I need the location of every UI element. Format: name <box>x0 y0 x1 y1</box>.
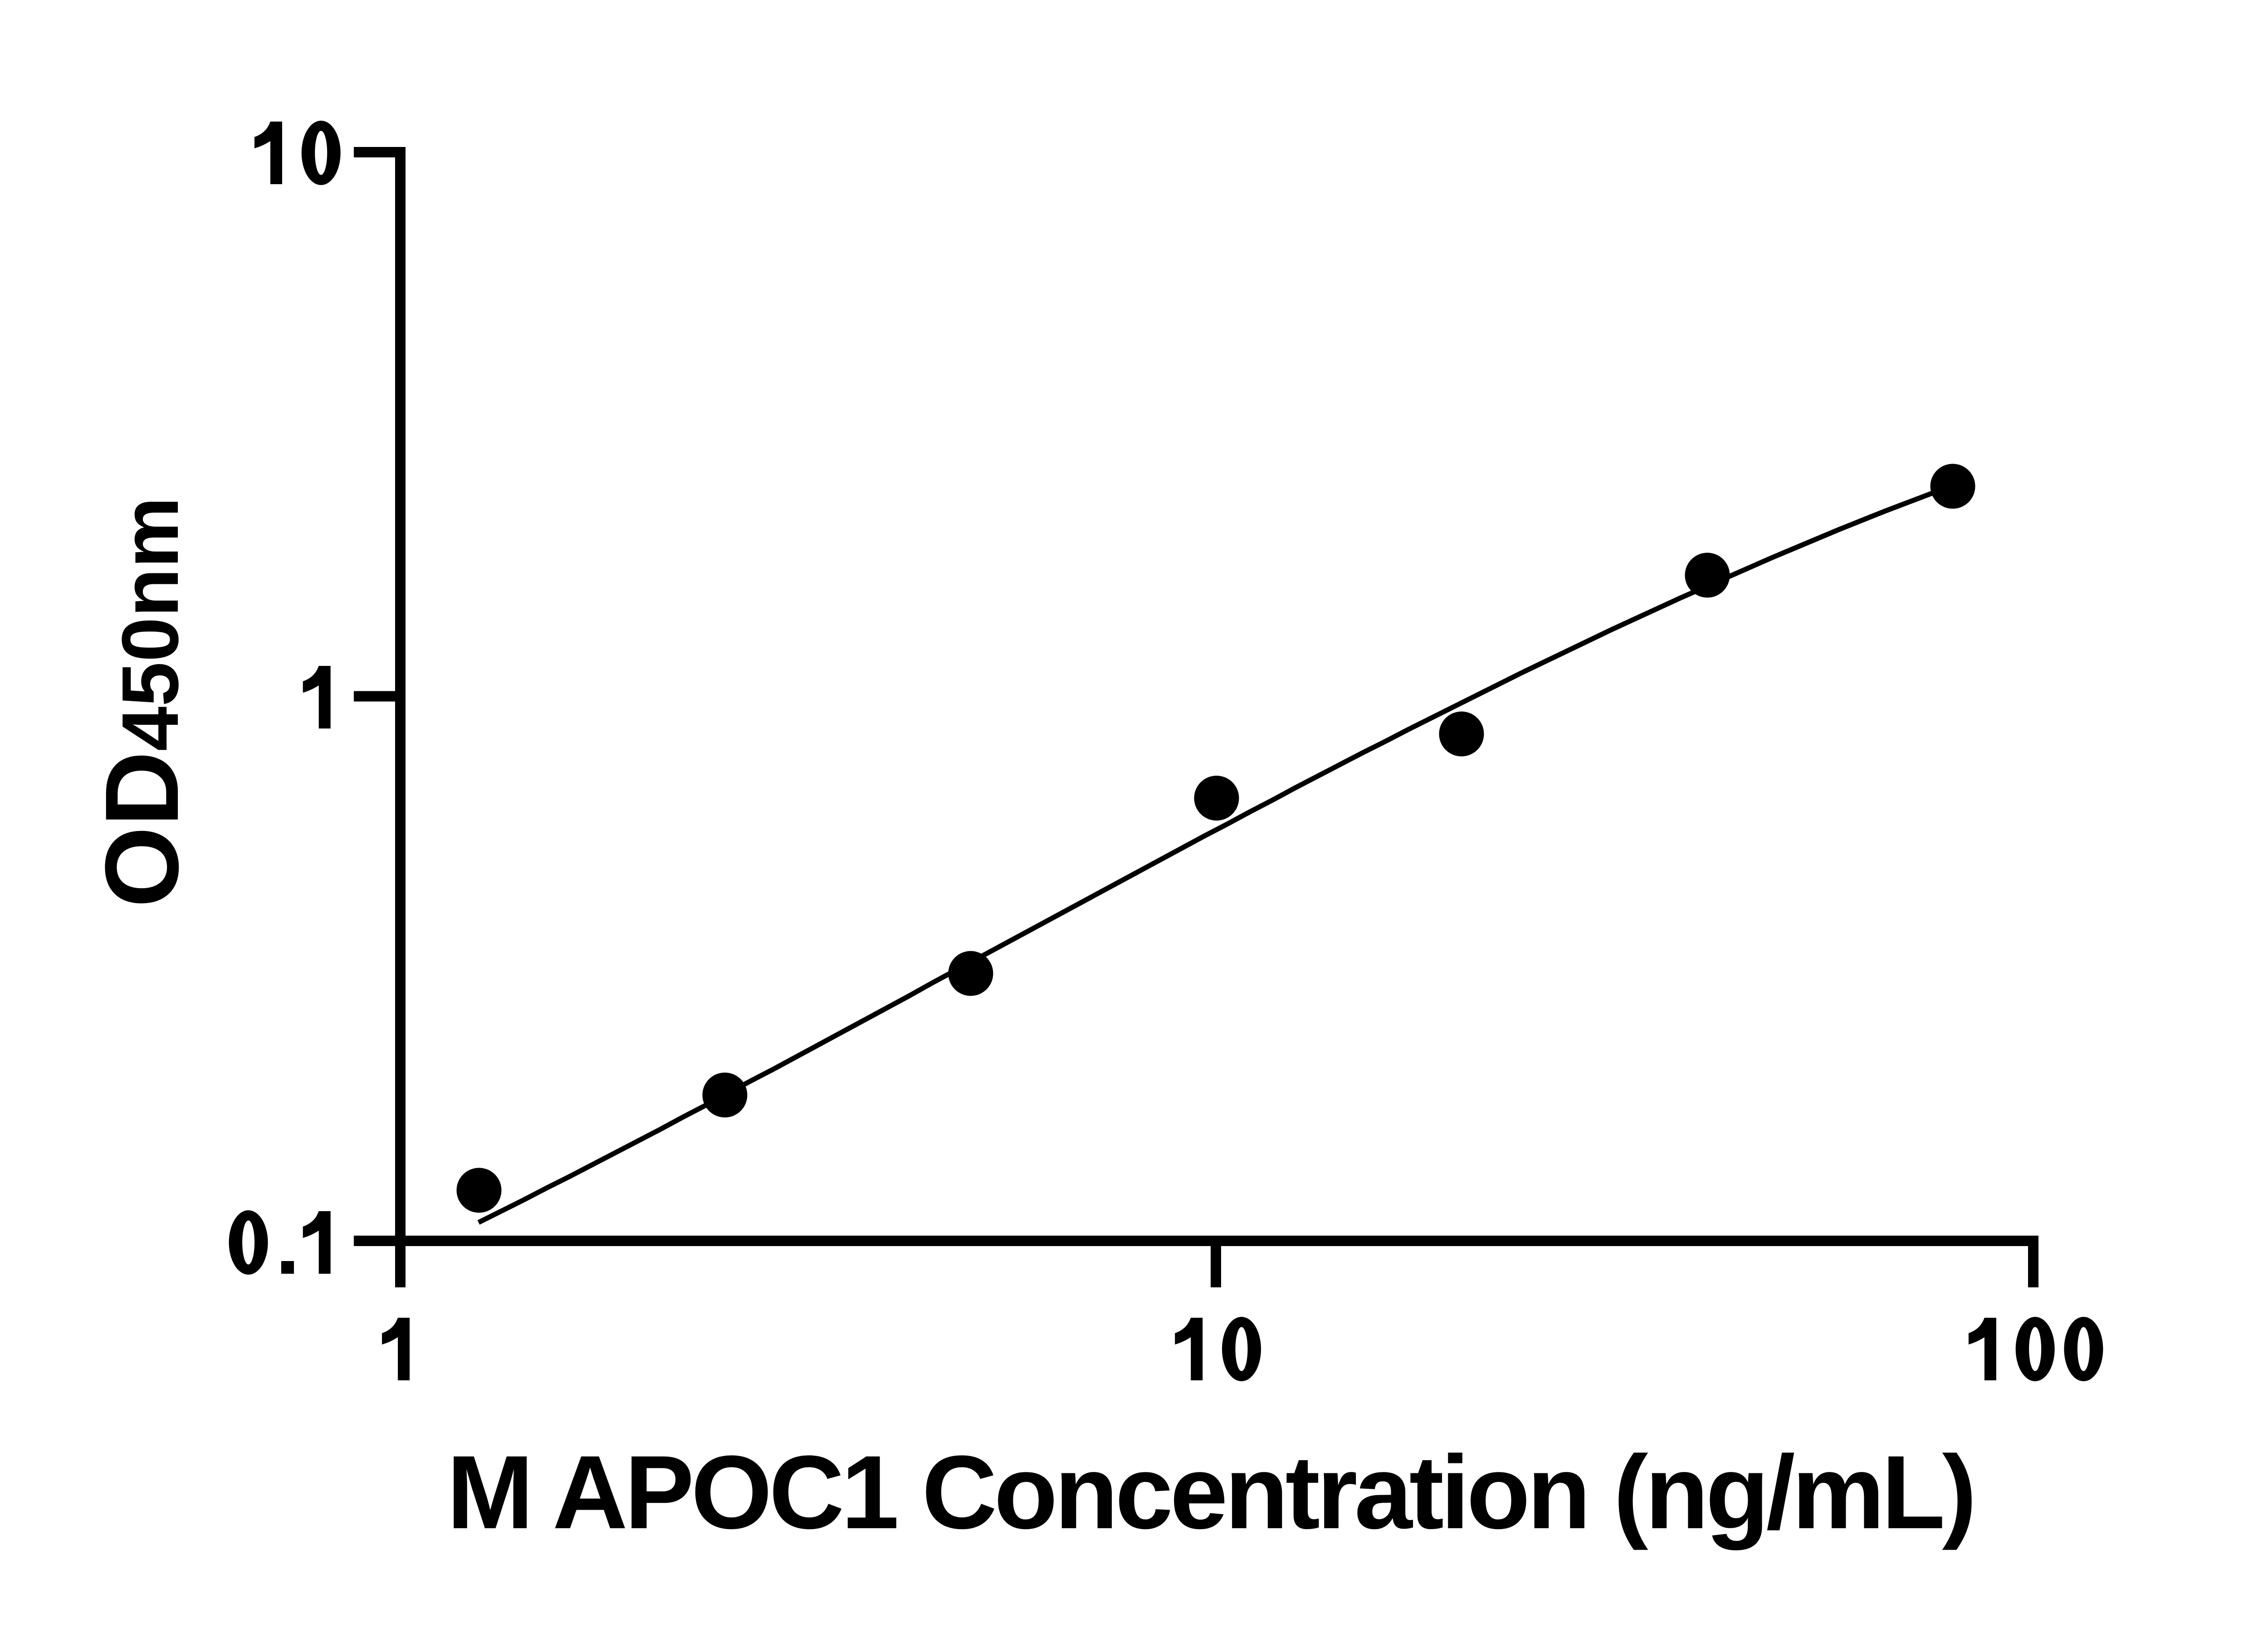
svg-text:OD450nm: OD450nm <box>83 497 200 908</box>
svg-text:M APOC1 Concentration (ng/mL): M APOC1 Concentration (ng/mL) <box>447 1434 1974 1550</box>
